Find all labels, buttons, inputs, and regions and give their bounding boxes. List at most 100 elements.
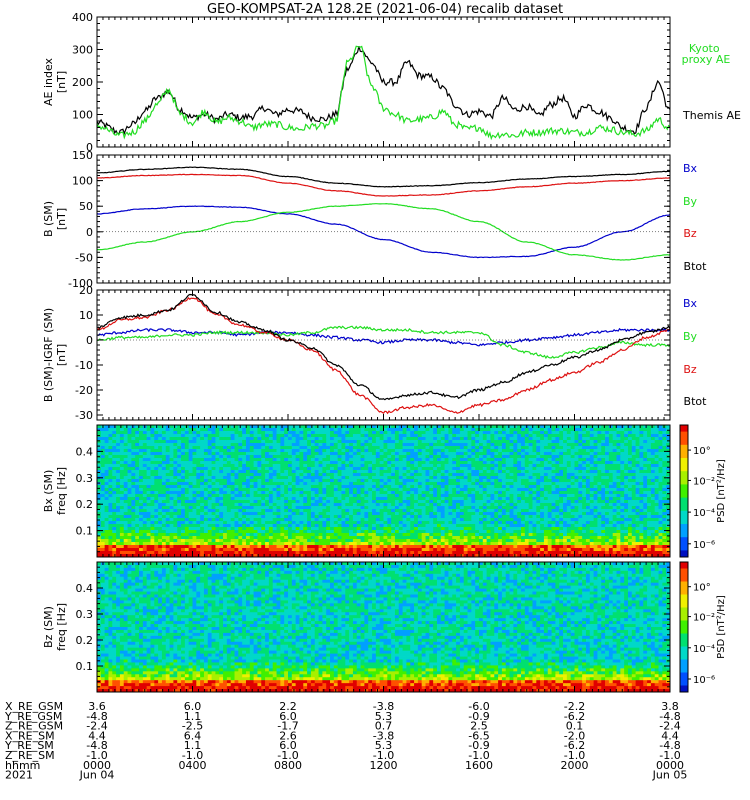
spectrogram-cell: [261, 467, 266, 471]
spectrogram-cell: [211, 425, 216, 429]
spectrogram-cell: [119, 464, 125, 468]
spectrogram-cell: [456, 476, 461, 480]
spectrogram-cell: [379, 542, 384, 546]
spectrogram-cell: [379, 440, 384, 444]
spectrogram-cell: [425, 539, 430, 543]
spectrogram-cell: [387, 524, 392, 528]
spectrogram-cell: [406, 464, 411, 468]
spectrogram-cell: [104, 437, 109, 441]
spectrogram-cell: [429, 530, 434, 534]
spectrogram-cell: [284, 512, 289, 516]
spectrogram-cell: [421, 530, 426, 534]
spectrogram-cell: [307, 536, 312, 540]
spectrogram-cell: [165, 494, 170, 498]
spectrogram-cell: [310, 455, 316, 459]
spectrogram-cell: [402, 446, 407, 450]
spectrogram-cell: [219, 548, 224, 552]
spectrogram-cell: [158, 485, 163, 489]
spectrogram-cell: [372, 443, 377, 447]
spectrogram-cell: [402, 425, 407, 429]
spectrogram-cell: [314, 545, 319, 549]
spectrogram-cell: [104, 482, 109, 486]
spectrogram-cell: [360, 545, 365, 549]
spectrogram-cell: [104, 509, 109, 513]
spectrogram-cell: [383, 452, 388, 456]
spectrogram-cell: [456, 524, 461, 528]
spectrogram-cell: [391, 440, 396, 444]
spectrogram-cell: [181, 425, 186, 429]
spectrogram-cell: [127, 455, 132, 459]
spectrogram-cell: [440, 455, 446, 459]
spectrogram-cell: [372, 515, 377, 519]
spectrogram-cell: [364, 482, 369, 486]
spectrogram-cell: [142, 491, 148, 495]
spectrogram-cell: [398, 503, 403, 507]
spectrogram-cell: [291, 521, 297, 525]
spectrogram-cell: [326, 539, 331, 543]
spectrogram-cell: [349, 437, 354, 441]
spectrogram-cell: [142, 527, 148, 531]
spectrogram-cell: [161, 458, 167, 462]
spectrogram-cell: [112, 431, 117, 435]
spectrogram-cell: [272, 425, 277, 429]
spectrogram-cell: [112, 500, 117, 504]
spectrogram-cell: [97, 551, 102, 555]
spectrogram-cell: [261, 542, 266, 546]
spectrogram-cell: [402, 506, 407, 510]
spectrogram-cell: [391, 491, 396, 495]
spectrogram-cell: [326, 464, 331, 468]
spectrogram-cell: [161, 515, 167, 519]
spectrogram-cell: [261, 506, 266, 510]
spectrogram-cell: [108, 512, 113, 516]
spectrogram-cell: [139, 536, 144, 540]
spectrogram-cell: [372, 545, 377, 549]
spectrogram-cell: [394, 542, 400, 546]
spectrogram-cell: [379, 491, 384, 495]
spectrogram-cell: [261, 434, 266, 438]
spectrogram-cell: [326, 548, 331, 552]
spectrogram-cell: [104, 458, 109, 462]
spectrogram-cell: [452, 482, 457, 486]
spectrogram-cell: [444, 443, 449, 447]
spectrogram-cell: [372, 491, 377, 495]
spectrogram-cell: [360, 476, 365, 480]
spectrogram-cell: [387, 476, 392, 480]
spectrogram-cell: [272, 554, 277, 558]
spectrogram-cell: [429, 500, 434, 504]
spectrogram-cell: [295, 509, 300, 513]
spectrogram-cell: [131, 482, 136, 486]
spectrogram-cell: [154, 434, 159, 438]
spectrogram-cell: [288, 479, 293, 483]
spectrogram-cell: [341, 554, 346, 558]
spectrogram-cell: [288, 431, 293, 435]
spectrogram-cell: [436, 506, 442, 510]
spectrogram-cell: [379, 539, 384, 543]
spectrogram-cell: [372, 437, 377, 441]
spectrogram-cell: [230, 488, 235, 492]
spectrogram-cell: [249, 512, 255, 516]
spectrogram-cell: [253, 488, 258, 492]
spectrogram-cell: [268, 536, 274, 540]
spectrogram-cell: [192, 467, 197, 471]
spectrogram-cell: [203, 512, 209, 516]
spectrogram-cell: [268, 542, 274, 546]
spectrogram-cell: [116, 476, 121, 480]
spectrogram-cell: [200, 461, 205, 465]
spectrogram-cell: [349, 449, 354, 453]
spectrogram-cell: [100, 533, 106, 537]
spectrogram-cell: [146, 539, 151, 543]
spectrogram-cell: [131, 464, 136, 468]
spectrogram-cell: [322, 491, 327, 495]
spectrogram-cell: [272, 548, 277, 552]
spectrogram-cell: [326, 536, 331, 540]
spectrogram-cell: [429, 446, 434, 450]
spectrogram-cell: [326, 512, 331, 516]
spectrogram-cell: [433, 449, 438, 453]
spectrogram-cell: [291, 446, 297, 450]
spectrogram-cell: [448, 449, 453, 453]
spectrogram-cell: [414, 542, 419, 546]
spectrogram-cell: [112, 425, 117, 429]
spectrogram-cell: [349, 452, 354, 456]
spectrogram-cell: [146, 464, 151, 468]
spectrogram-cell: [139, 539, 144, 543]
